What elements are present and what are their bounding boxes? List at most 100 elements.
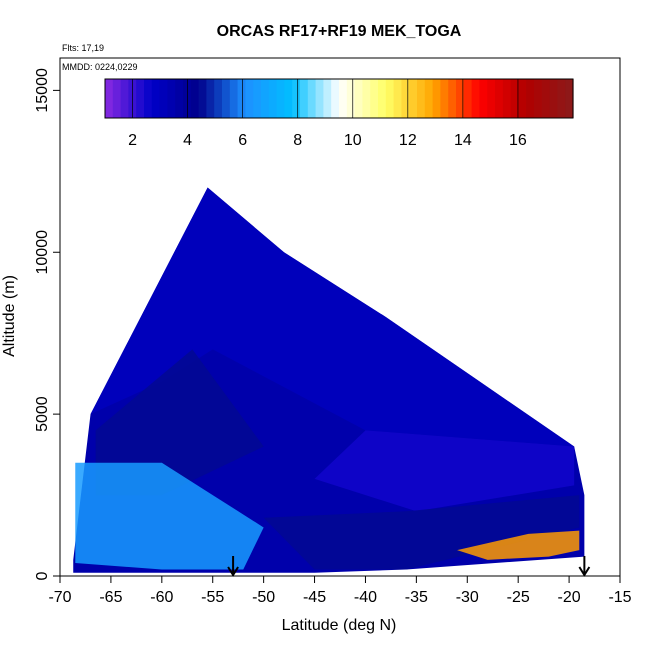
colorbar-segment: [144, 79, 153, 118]
colorbar-segment: [393, 79, 402, 118]
y-tick-label: 0: [34, 571, 51, 580]
colorbar-segment: [479, 79, 488, 118]
y-tick-label: 15000: [34, 68, 51, 113]
colorbar-segment: [471, 79, 480, 118]
x-axis-label: Latitude (deg N): [282, 617, 397, 634]
colorbar-segment: [502, 79, 512, 118]
colorbar-segment: [346, 79, 356, 118]
colorbar-segment: [534, 79, 543, 118]
colorbar-segment: [284, 79, 293, 118]
colorbar-segment: [120, 79, 129, 118]
colorbar-segment: [362, 79, 371, 118]
colorbar-segment: [105, 79, 114, 118]
colorbar-segment: [526, 79, 535, 118]
colorbar-segment: [378, 79, 387, 118]
colorbar-segment: [237, 79, 246, 118]
region-south-band: [314, 430, 575, 512]
colorbar-segment: [276, 79, 285, 118]
colorbar-tick-label: 10: [344, 132, 362, 149]
x-tick-label: -20: [558, 589, 581, 606]
y-axis-label: Altitude (m): [1, 275, 18, 357]
colorbar-segment: [167, 79, 176, 118]
colorbar-segment: [495, 79, 504, 118]
colorbar-frame: [104, 78, 574, 119]
colorbar-segment: [190, 79, 200, 118]
colorbar-segment: [245, 79, 254, 118]
region-low-west: [75, 462, 264, 570]
colorbar-segment: [518, 79, 527, 118]
x-tick-label: -55: [201, 589, 224, 606]
colorbar-segment: [253, 79, 262, 118]
colorbar-segment: [307, 79, 317, 118]
colorbar-segment: [487, 79, 496, 118]
colorbar-segment: [354, 79, 363, 118]
colorbar-segment: [300, 79, 309, 118]
colorbar-segment: [385, 79, 395, 118]
x-tick-label: -35: [405, 589, 428, 606]
x-tick-label: -15: [608, 589, 631, 606]
colorbar-segment: [229, 79, 239, 118]
colorbar-tick-label: 4: [183, 132, 192, 149]
location-arrow-head: [227, 566, 239, 577]
y-tick-label: 5000: [34, 396, 51, 432]
colorbar-tick-label: 12: [399, 132, 417, 149]
colorbar-segment: [549, 79, 558, 118]
colorbar-segment: [206, 79, 215, 118]
region-plume: [457, 530, 580, 560]
colorbar-tick-label: 6: [238, 132, 247, 149]
y-tick-label: 10000: [34, 230, 51, 275]
colorbar-segment: [214, 79, 223, 118]
x-tick-label: -30: [456, 589, 479, 606]
colorbar-segment: [565, 79, 574, 118]
region-upper-slope: [90, 187, 575, 447]
x-tick-label: -50: [252, 589, 275, 606]
x-tick-label: -25: [507, 589, 530, 606]
colorbar-segment: [432, 79, 441, 118]
colorbar-segment: [401, 79, 410, 118]
colorbar-segment: [440, 79, 449, 118]
colorbar-tick-label: 16: [509, 132, 527, 149]
x-tick-label: -65: [99, 589, 122, 606]
colorbar-segment: [292, 79, 301, 118]
x-tick-label: -60: [150, 589, 173, 606]
colorbar-segment: [136, 79, 145, 118]
colorbar-segment: [463, 79, 473, 118]
colorbar-segment: [112, 79, 122, 118]
colorbar-segment: [557, 79, 566, 118]
colorbar-segment: [268, 79, 278, 118]
region-low-east: [263, 495, 580, 570]
plot-frame: [59, 57, 621, 577]
colorbar-segment: [409, 79, 418, 118]
colorbar-segment: [183, 79, 192, 118]
colorbar-segment: [261, 79, 270, 118]
colorbar-segment: [417, 79, 426, 118]
colorbar-segment: [151, 79, 161, 118]
colorbar-segment: [331, 79, 340, 118]
colorbar-segment: [541, 79, 551, 118]
colorbar-tick-label: 8: [293, 132, 302, 149]
colorbar-segment: [323, 79, 332, 118]
colorbar-segment: [222, 79, 231, 118]
colorbar-segment: [448, 79, 457, 118]
x-tick-label: -45: [303, 589, 326, 606]
colorbar-tick-label: 2: [128, 132, 137, 149]
colorbar-segment: [424, 79, 434, 118]
location-arrow-head: [578, 566, 591, 577]
x-tick-label: -40: [354, 589, 377, 606]
flights-annotation: Flts: 17,19: [62, 43, 104, 53]
colorbar-segment: [198, 79, 207, 118]
x-tick-label: -70: [48, 589, 71, 606]
chart-title: ORCAS RF17+RF19 MEK_TOGA: [217, 23, 462, 40]
date-annotation: MMDD: 0224,0229: [62, 62, 138, 72]
colorbar-segment: [370, 79, 379, 118]
colorbar-tick-label: 14: [454, 132, 472, 149]
region-mid-west: [95, 349, 264, 496]
colorbar-segment: [456, 79, 465, 118]
colorbar-segment: [510, 79, 519, 118]
colorbar-segment: [339, 79, 348, 118]
colorbar-segment: [175, 79, 184, 118]
colorbar-segment: [315, 79, 324, 118]
colorbar-segment: [159, 79, 168, 118]
